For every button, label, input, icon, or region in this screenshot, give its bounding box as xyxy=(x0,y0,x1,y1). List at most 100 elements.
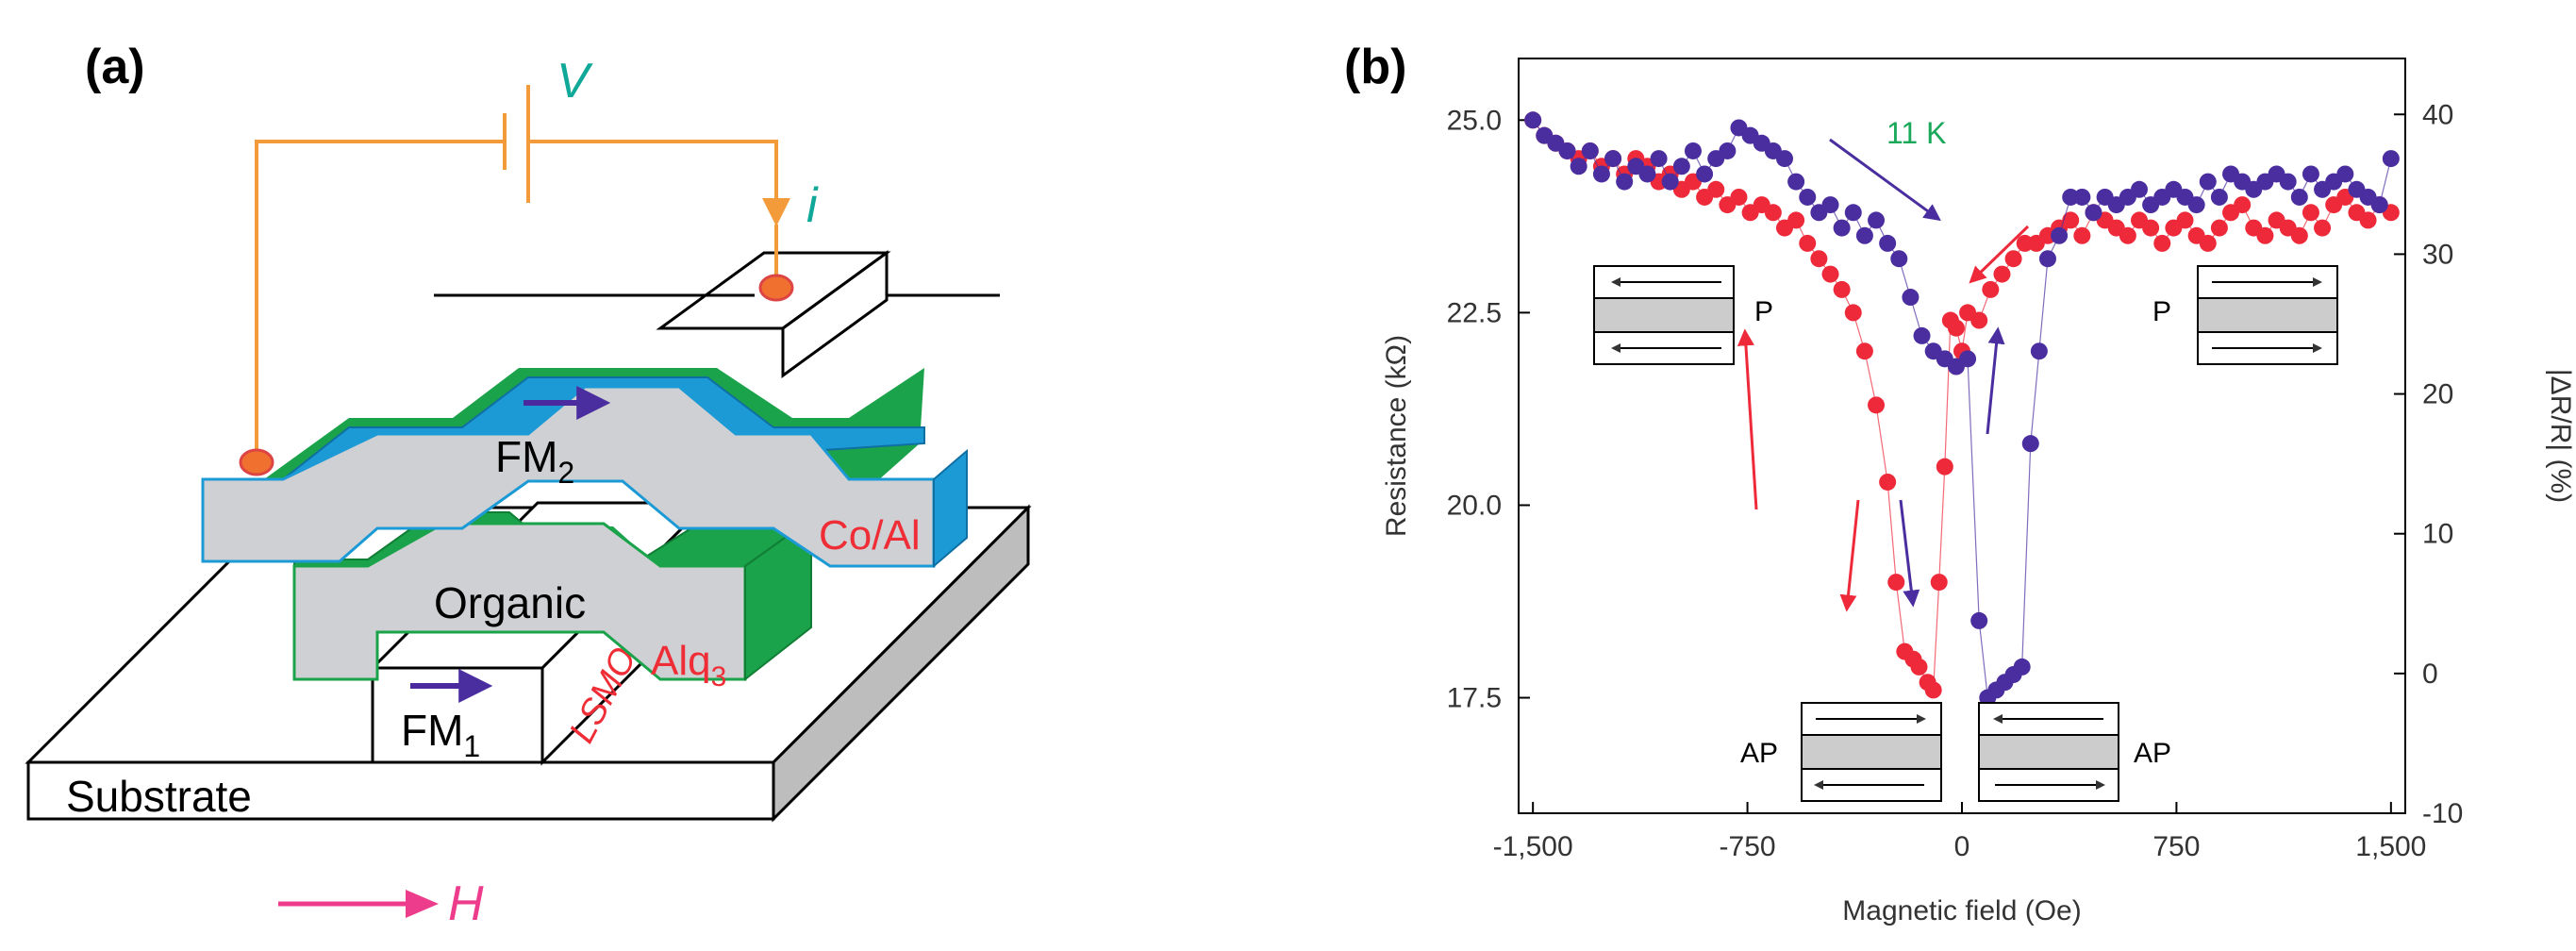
data-point xyxy=(1672,158,1690,175)
data-point xyxy=(1810,250,1828,268)
data-point xyxy=(1924,681,1942,699)
x-tick-label: 1,500 xyxy=(2355,831,2426,862)
data-point xyxy=(2153,234,2171,252)
x-tick-label: 0 xyxy=(1954,831,1970,862)
y2-tick-label: 10 xyxy=(2422,519,2453,550)
right-contact-dot xyxy=(758,274,794,302)
inset-p-right-label: P xyxy=(2152,296,2171,327)
data-point xyxy=(1868,396,1886,414)
inset-ap-left: AP xyxy=(1740,702,1942,802)
panel-b-chart: (b) -1,500 -750 0 750 1,50017.520.022.525.0-… xyxy=(1344,40,2576,926)
data-point xyxy=(2004,250,2022,268)
temperature-annotation: 11 K xyxy=(1886,116,1946,150)
data-point xyxy=(1913,326,1931,344)
voltage-label: V xyxy=(557,54,593,108)
data-point xyxy=(1868,211,1886,229)
organic-label: Organic xyxy=(434,578,586,627)
field-arrow-icon xyxy=(406,890,439,918)
data-point xyxy=(1855,342,1873,360)
data-point xyxy=(1638,165,1656,183)
data-point xyxy=(2176,211,2194,229)
data-point xyxy=(1661,173,1679,191)
data-point xyxy=(2256,226,2274,244)
data-point xyxy=(1719,142,1737,159)
data-point xyxy=(1581,142,1599,159)
data-point xyxy=(2199,173,2217,191)
data-point xyxy=(2370,196,2388,214)
data-point xyxy=(2279,173,2297,191)
data-point xyxy=(1684,142,1702,159)
inset-p-left-label: P xyxy=(1754,296,1773,327)
data-point xyxy=(2290,188,2308,206)
y-axis-label: Resistance (kΩ) xyxy=(1381,335,1412,537)
data-point xyxy=(1855,226,1873,244)
data-point xyxy=(2234,196,2252,214)
data-point xyxy=(2359,211,2377,229)
inset-p-right: P xyxy=(2152,265,2338,365)
data-point xyxy=(1902,289,1920,307)
data-point xyxy=(2314,219,2332,237)
data-point xyxy=(2302,204,2319,222)
top-contact-bar xyxy=(434,250,1000,378)
x-tick-label: -1,500 xyxy=(1493,831,1573,862)
data-point xyxy=(2013,658,2031,676)
data-point xyxy=(1947,319,1965,337)
data-point xyxy=(1890,250,1908,268)
panel-a-device-schematic: (a) Substrate FM1 LSMO xyxy=(25,40,1032,931)
data-point xyxy=(1910,658,1928,676)
data-point xyxy=(1821,265,1839,283)
data-point xyxy=(1604,150,1622,168)
data-point xyxy=(1799,234,1817,252)
data-point xyxy=(2073,188,2091,206)
data-point xyxy=(2051,226,2069,244)
data-point xyxy=(2021,435,2039,453)
y-tick-label: 17.5 xyxy=(1447,683,1502,714)
data-point xyxy=(2187,196,2205,214)
red-sweep-arrow-down xyxy=(1969,225,2030,284)
data-point xyxy=(2290,226,2308,244)
data-point xyxy=(2131,180,2148,198)
panel-b-label: (b) xyxy=(1344,40,1406,94)
current-label: i xyxy=(806,178,819,233)
purple-arrow-out-of-dip xyxy=(1986,326,2005,435)
chart-axes: -1,500 -750 0 750 1,500 17.5 20.0 22.5 25.0 -10 0 1… xyxy=(1447,99,2464,862)
data-point xyxy=(2038,250,2056,268)
y2-tick-label: 0 xyxy=(2422,659,2438,690)
data-point xyxy=(1821,196,1839,214)
data-point xyxy=(1696,165,1714,183)
data-point xyxy=(1844,304,1862,322)
data-point xyxy=(2119,226,2136,244)
coal-label: Co/Al xyxy=(819,512,921,559)
data-point xyxy=(2336,165,2354,183)
data-point xyxy=(1982,280,2000,298)
data-point xyxy=(1879,473,1897,491)
data-point xyxy=(1887,574,1905,592)
data-point xyxy=(1558,142,1576,159)
y2-tick-label: 20 xyxy=(2422,379,2453,410)
field-arrow: H xyxy=(278,876,484,931)
data-point xyxy=(2142,219,2160,237)
data-point xyxy=(2062,211,2080,229)
data-point xyxy=(1970,611,1988,629)
alq3-label: Alq3 xyxy=(651,638,726,692)
purple-arrow-into-dip xyxy=(1899,499,1920,608)
series-purple xyxy=(1524,111,2400,707)
chart-series xyxy=(1524,111,2400,707)
data-point xyxy=(2210,219,2228,237)
panel-a-label: (a) xyxy=(85,40,145,94)
data-point xyxy=(1936,458,1953,476)
data-point xyxy=(2382,150,2400,168)
current-arrow-icon xyxy=(762,198,790,226)
left-contact-dot xyxy=(239,448,274,476)
x-tick-label: -750 xyxy=(1720,831,1776,862)
data-point xyxy=(2073,226,2091,244)
data-point xyxy=(1844,204,1862,222)
data-point xyxy=(1970,311,1988,329)
data-point xyxy=(1833,219,1851,237)
data-point xyxy=(1707,180,1725,198)
inset-ap-right-label: AP xyxy=(2134,738,2171,769)
y-tick-label: 22.5 xyxy=(1447,297,1502,328)
data-point xyxy=(1833,280,1851,298)
purple-sweep-arrow-down xyxy=(1829,138,1941,222)
y2-axis-label: |ΔR/R| (%) xyxy=(2545,369,2576,503)
